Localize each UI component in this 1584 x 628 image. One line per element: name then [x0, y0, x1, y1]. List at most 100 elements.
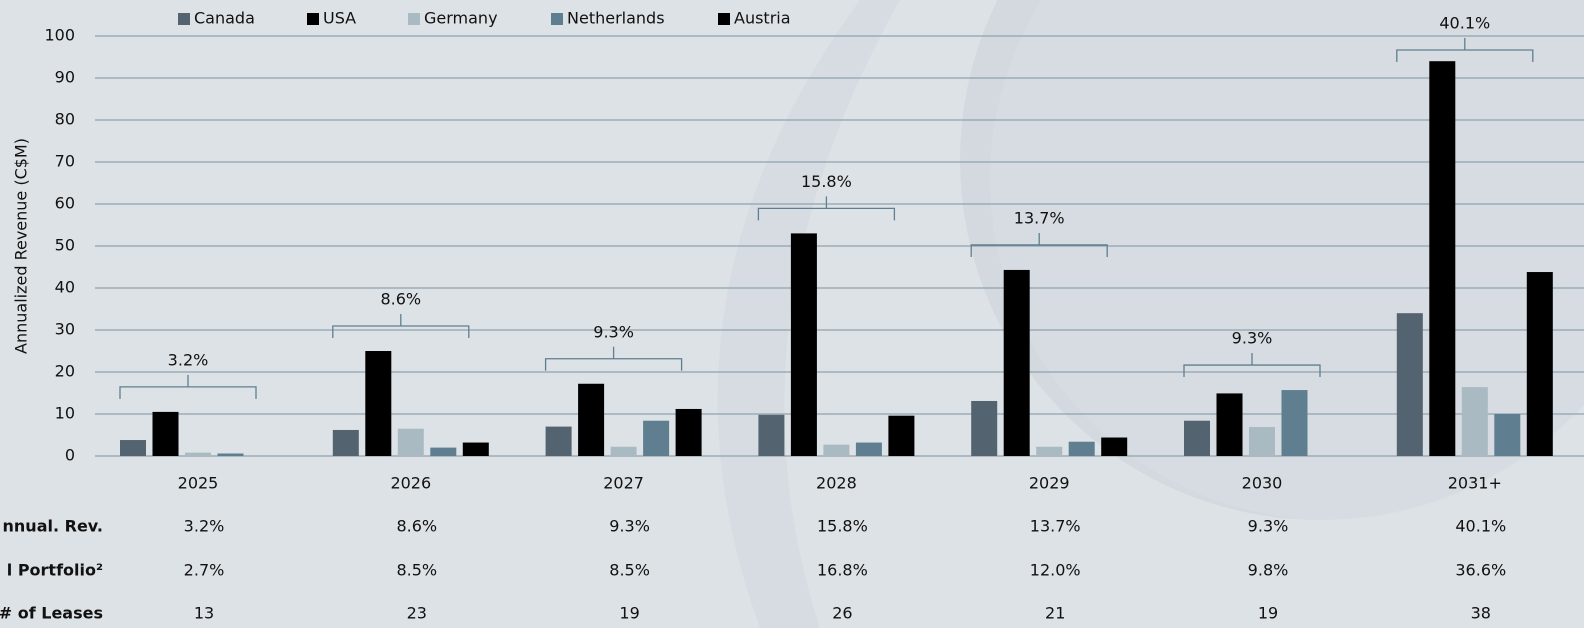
bracket-label: 8.6%: [380, 290, 421, 309]
table-cell: 13: [194, 604, 214, 623]
bar: [790, 233, 817, 456]
bar: [971, 400, 998, 456]
bar: [1216, 393, 1243, 456]
table-cell: 19: [1258, 604, 1278, 623]
bar: [365, 351, 392, 456]
bar: [462, 442, 489, 456]
x-tick-label: 2031+: [1448, 474, 1502, 493]
legend-swatch: [408, 13, 420, 25]
x-tick-label: 2028: [816, 474, 857, 493]
y-tick-label: 0: [65, 446, 75, 465]
row-label: nnual. Rev.: [3, 517, 103, 536]
legend-label: USA: [323, 9, 356, 28]
legend-swatch: [178, 13, 190, 25]
table-cell: 38: [1471, 604, 1491, 623]
bracket-label: 3.2%: [168, 350, 209, 369]
bracket-label: 9.3%: [593, 322, 634, 341]
x-tick-label: 2027: [603, 474, 644, 493]
bracket: [332, 314, 470, 338]
bracket: [119, 374, 257, 399]
row-label: l Portfolio²: [7, 561, 103, 580]
bracket: [1183, 353, 1321, 378]
bracket-label: 15.8%: [801, 172, 852, 191]
bar: [1494, 414, 1521, 456]
table-cell: 9.8%: [1248, 561, 1289, 580]
table-cell: 9.3%: [1248, 517, 1289, 536]
bar: [1249, 427, 1275, 456]
bar: [855, 442, 882, 456]
bar: [120, 440, 146, 456]
legend-label: Canada: [194, 9, 255, 28]
y-tick-label: 40: [55, 278, 75, 297]
table-cell: 3.2%: [184, 517, 225, 536]
bar: [1036, 446, 1063, 456]
bracket: [757, 196, 896, 221]
table-cell: 12.0%: [1030, 561, 1081, 580]
bracket: [970, 232, 1108, 257]
bar: [823, 444, 850, 456]
bar: [758, 414, 785, 456]
x-tick-label: 2029: [1029, 474, 1070, 493]
bar: [1461, 387, 1488, 456]
table-cell: 9.3%: [609, 517, 650, 536]
bar: [675, 408, 702, 456]
bar: [643, 420, 670, 456]
bracket: [544, 346, 683, 371]
table-cell: 21: [1045, 604, 1065, 623]
y-tick-label: 10: [55, 404, 75, 423]
table-cell: 23: [407, 604, 427, 623]
legend-swatch: [307, 13, 319, 25]
bar: [185, 452, 211, 456]
table-cell: 8.5%: [609, 561, 650, 580]
bracket-label: 13.7%: [1014, 208, 1065, 227]
legend-label: Austria: [734, 9, 791, 28]
bar: [430, 447, 457, 456]
bar: [152, 411, 179, 456]
y-tick-label: 80: [55, 110, 75, 129]
legend-swatch: [551, 13, 563, 25]
table-cell: 16.8%: [817, 561, 868, 580]
bar: [332, 429, 359, 456]
y-tick-label: 50: [55, 236, 75, 255]
bar: [545, 426, 572, 456]
table-cell: 15.8%: [817, 517, 868, 536]
bracket-label: 40.1%: [1439, 14, 1490, 33]
bar: [1003, 269, 1030, 456]
bar: [888, 415, 915, 456]
y-tick-label: 100: [44, 26, 75, 45]
y-axis-title: Annualized Revenue (C$M): [12, 138, 31, 354]
row-label: # of Leases: [0, 604, 103, 623]
bar: [217, 453, 244, 456]
bracket-label: 9.3%: [1232, 329, 1273, 348]
y-tick-label: 90: [55, 68, 75, 87]
table-cell: 8.6%: [396, 517, 437, 536]
table-cell: 40.1%: [1455, 517, 1506, 536]
bar: [1101, 437, 1128, 456]
table-cell: 19: [619, 604, 639, 623]
bar: [578, 383, 605, 456]
y-tick-label: 70: [55, 152, 75, 171]
y-tick-label: 60: [55, 194, 75, 213]
bar: [1396, 313, 1423, 456]
x-tick-label: 2026: [390, 474, 431, 493]
table-cell: 26: [832, 604, 852, 623]
legend-swatch: [718, 13, 730, 25]
bar: [1526, 272, 1553, 456]
y-tick-label: 20: [55, 362, 75, 381]
bar: [1184, 420, 1210, 456]
legend-label: Netherlands: [567, 9, 665, 28]
bracket: [1396, 38, 1534, 62]
bar: [397, 428, 424, 456]
bar: [610, 446, 637, 456]
y-tick-label: 30: [55, 320, 75, 339]
bar: [1281, 390, 1308, 456]
table-cell: 13.7%: [1030, 517, 1081, 536]
table-cell: 2.7%: [184, 561, 225, 580]
bar: [1068, 441, 1095, 456]
bar: [1429, 61, 1456, 456]
table-cell: 36.6%: [1455, 561, 1506, 580]
table-cell: 8.5%: [396, 561, 437, 580]
legend-label: Germany: [424, 9, 498, 28]
